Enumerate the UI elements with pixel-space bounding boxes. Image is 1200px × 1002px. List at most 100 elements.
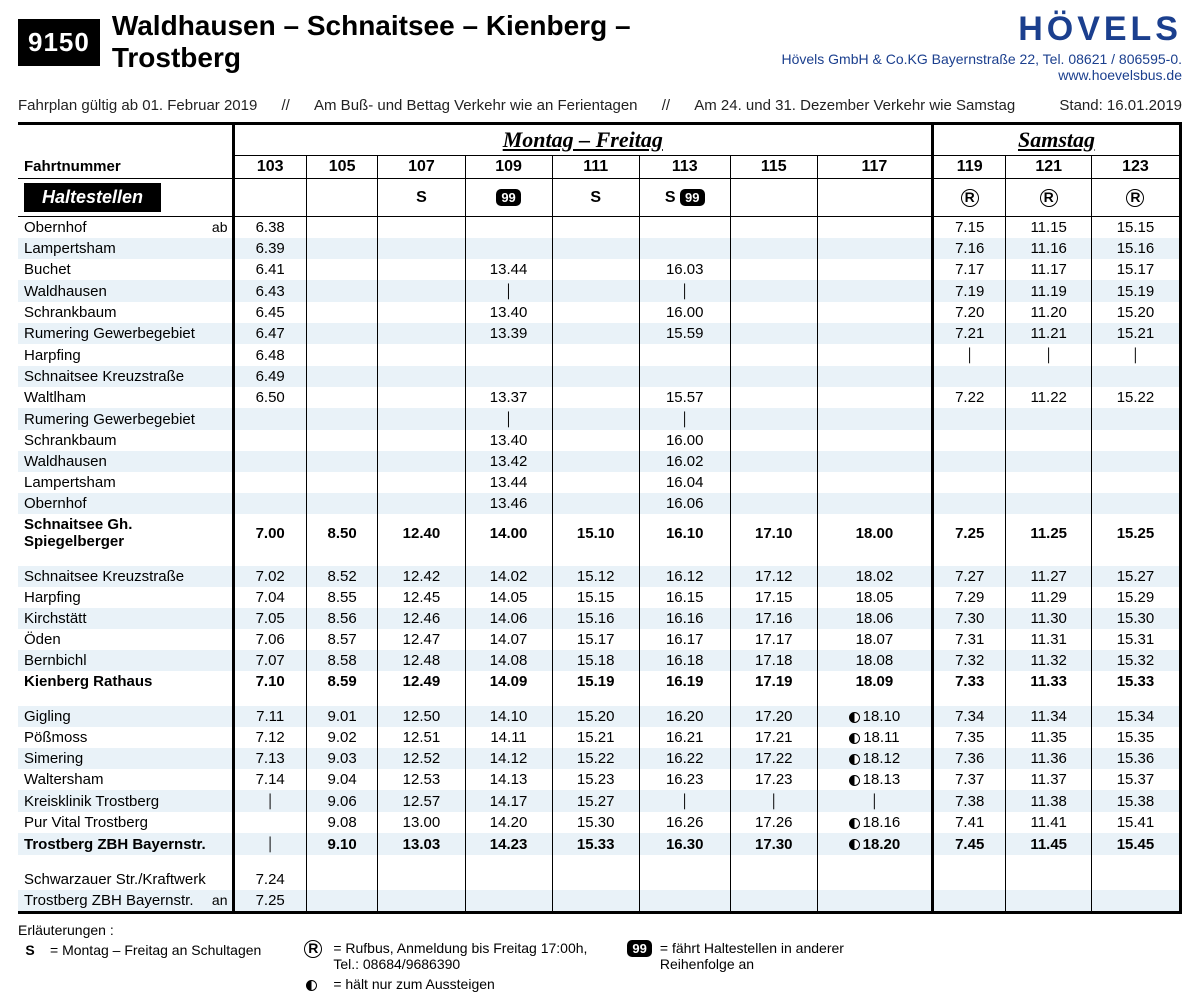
time-cell: 11.32 bbox=[1006, 650, 1092, 671]
time-cell bbox=[552, 493, 639, 514]
time-cell bbox=[306, 344, 378, 366]
time-cell: 7.02 bbox=[233, 566, 306, 587]
time-cell: 7.00 bbox=[233, 514, 306, 552]
trip-symbol bbox=[730, 179, 817, 217]
time-cell bbox=[306, 493, 378, 514]
stop-name: Harpfing bbox=[18, 344, 233, 366]
time-cell bbox=[1006, 366, 1092, 387]
time-cell: 7.31 bbox=[933, 629, 1006, 650]
legend-title: Erläuterungen : bbox=[18, 922, 261, 938]
time-cell bbox=[378, 302, 465, 323]
time-cell bbox=[552, 430, 639, 451]
time-cell bbox=[730, 890, 817, 913]
trip-number: 119 bbox=[933, 156, 1006, 179]
time-cell bbox=[933, 472, 1006, 493]
time-cell bbox=[465, 238, 552, 259]
time-cell: 7.33 bbox=[933, 671, 1006, 692]
stop-name: Waldhausen bbox=[18, 280, 233, 302]
time-cell: 14.20 bbox=[465, 812, 552, 833]
time-cell: 15.38 bbox=[1091, 790, 1180, 812]
time-cell: 12.42 bbox=[378, 566, 465, 587]
route-title: Waldhausen – Schnaitsee – Kienberg – Tro… bbox=[112, 10, 701, 74]
time-cell: 18.05 bbox=[817, 587, 932, 608]
time-cell: 14.23 bbox=[465, 833, 552, 855]
time-cell: 17.26 bbox=[730, 812, 817, 833]
time-cell bbox=[730, 387, 817, 408]
stop-name: Waltersham bbox=[18, 769, 233, 790]
time-cell: 17.17 bbox=[730, 629, 817, 650]
time-cell: 11.15 bbox=[1006, 217, 1092, 239]
time-cell bbox=[730, 869, 817, 890]
legend-99: = fährt Haltestellen in anderer Reihenfo… bbox=[660, 940, 844, 972]
time-cell: 16.20 bbox=[639, 706, 730, 727]
time-cell: 7.41 bbox=[933, 812, 1006, 833]
time-cell: 8.59 bbox=[306, 671, 378, 692]
time-cell bbox=[378, 451, 465, 472]
time-cell: 13.46 bbox=[465, 493, 552, 514]
time-cell bbox=[306, 259, 378, 280]
time-cell bbox=[306, 366, 378, 387]
time-cell: 7.36 bbox=[933, 748, 1006, 769]
time-cell: 12.48 bbox=[378, 650, 465, 671]
trip-symbol: R bbox=[1091, 179, 1180, 217]
time-cell bbox=[730, 280, 817, 302]
time-cell: 15.27 bbox=[552, 790, 639, 812]
time-cell bbox=[730, 302, 817, 323]
time-cell: 16.23 bbox=[639, 769, 730, 790]
time-cell: 13.44 bbox=[465, 259, 552, 280]
time-cell bbox=[306, 430, 378, 451]
stop-name: Lampertsham bbox=[18, 472, 233, 493]
time-cell: 15.57 bbox=[639, 387, 730, 408]
day-header-saturday: Samstag bbox=[933, 124, 1181, 156]
time-cell: │ bbox=[639, 280, 730, 302]
time-cell bbox=[465, 344, 552, 366]
time-cell bbox=[378, 280, 465, 302]
time-cell: 7.37 bbox=[933, 769, 1006, 790]
time-cell: 18.06 bbox=[817, 608, 932, 629]
time-cell bbox=[552, 387, 639, 408]
time-cell: 17.22 bbox=[730, 748, 817, 769]
legend: Erläuterungen : S = Montag – Freitag an … bbox=[18, 922, 1182, 992]
time-cell: 8.52 bbox=[306, 566, 378, 587]
time-cell: 11.45 bbox=[1006, 833, 1092, 855]
stop-name: Rumering Gewerbegebiet bbox=[18, 408, 233, 430]
time-cell: 7.27 bbox=[933, 566, 1006, 587]
time-cell: 6.41 bbox=[233, 259, 306, 280]
time-cell: 7.12 bbox=[233, 727, 306, 748]
time-cell bbox=[639, 890, 730, 913]
time-cell: 7.30 bbox=[933, 608, 1006, 629]
validity-1: Fahrplan gültig ab 01. Februar 2019 bbox=[18, 97, 257, 114]
time-cell: 6.47 bbox=[233, 323, 306, 344]
time-cell: 17.15 bbox=[730, 587, 817, 608]
stop-name: Rumering Gewerbegebiet bbox=[18, 323, 233, 344]
time-cell bbox=[817, 366, 932, 387]
stop-name: Schnaitsee Kreuzstraße bbox=[18, 566, 233, 587]
time-cell bbox=[465, 890, 552, 913]
time-cell bbox=[817, 323, 932, 344]
stop-name: Simering bbox=[18, 748, 233, 769]
brand-logo: HÖVELS bbox=[701, 10, 1182, 49]
time-cell: 13.42 bbox=[465, 451, 552, 472]
time-cell: 15.15 bbox=[552, 587, 639, 608]
time-cell: 6.43 bbox=[233, 280, 306, 302]
time-cell: 7.11 bbox=[233, 706, 306, 727]
trip-number: 107 bbox=[378, 156, 465, 179]
time-cell: 12.50 bbox=[378, 706, 465, 727]
time-cell bbox=[817, 217, 932, 239]
time-cell: 7.10 bbox=[233, 671, 306, 692]
stop-name: Schrankbaum bbox=[18, 430, 233, 451]
time-cell: 6.39 bbox=[233, 238, 306, 259]
time-cell bbox=[817, 408, 932, 430]
time-cell: 14.00 bbox=[465, 514, 552, 552]
trip-number: 111 bbox=[552, 156, 639, 179]
time-cell: 14.12 bbox=[465, 748, 552, 769]
time-cell: 8.55 bbox=[306, 587, 378, 608]
time-cell bbox=[378, 890, 465, 913]
time-cell: 15.20 bbox=[552, 706, 639, 727]
time-cell: 15.59 bbox=[639, 323, 730, 344]
time-cell bbox=[552, 344, 639, 366]
time-cell: 12.51 bbox=[378, 727, 465, 748]
time-cell bbox=[933, 430, 1006, 451]
stop-name: Kirchstätt bbox=[18, 608, 233, 629]
trip-symbol: R bbox=[1006, 179, 1092, 217]
